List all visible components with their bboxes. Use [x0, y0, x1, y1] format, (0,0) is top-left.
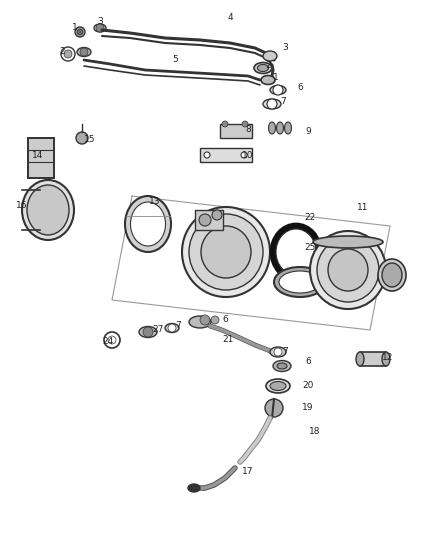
Text: 15: 15	[84, 135, 96, 144]
Circle shape	[200, 315, 210, 325]
Ellipse shape	[263, 99, 281, 109]
Circle shape	[204, 152, 210, 158]
Text: 9: 9	[305, 127, 311, 136]
Ellipse shape	[271, 224, 321, 280]
Text: 27: 27	[152, 326, 164, 335]
Text: 6: 6	[222, 316, 228, 325]
Circle shape	[212, 210, 222, 220]
Ellipse shape	[328, 249, 368, 291]
Ellipse shape	[279, 271, 321, 293]
Bar	[220, 124, 252, 138]
Circle shape	[211, 316, 219, 324]
Ellipse shape	[77, 47, 91, 56]
Text: 25: 25	[304, 244, 316, 253]
Ellipse shape	[310, 231, 386, 309]
Text: 18: 18	[309, 427, 321, 437]
Text: 22: 22	[304, 214, 316, 222]
Ellipse shape	[270, 85, 286, 94]
Ellipse shape	[261, 76, 275, 85]
Ellipse shape	[188, 484, 200, 492]
Bar	[195, 210, 223, 230]
Ellipse shape	[356, 352, 364, 366]
Ellipse shape	[139, 327, 157, 337]
Ellipse shape	[131, 202, 166, 246]
Ellipse shape	[125, 196, 171, 252]
Text: 11: 11	[357, 204, 369, 213]
Text: 8: 8	[245, 125, 251, 134]
Ellipse shape	[313, 236, 383, 248]
Ellipse shape	[277, 363, 287, 369]
Text: 16: 16	[16, 200, 28, 209]
Ellipse shape	[258, 64, 268, 71]
Text: 12: 12	[382, 353, 394, 362]
Circle shape	[76, 132, 88, 144]
Ellipse shape	[22, 180, 74, 240]
Circle shape	[80, 48, 88, 56]
Text: 24: 24	[102, 337, 113, 346]
Ellipse shape	[254, 62, 272, 74]
Ellipse shape	[268, 122, 276, 134]
Ellipse shape	[276, 229, 316, 275]
Ellipse shape	[273, 360, 291, 372]
Text: 21: 21	[223, 335, 234, 344]
Circle shape	[242, 121, 248, 127]
Ellipse shape	[317, 238, 379, 302]
Text: 3: 3	[97, 18, 103, 27]
Text: 7: 7	[282, 348, 288, 357]
Ellipse shape	[201, 226, 251, 278]
Ellipse shape	[189, 316, 211, 328]
Text: 4: 4	[227, 13, 233, 22]
Bar	[360, 352, 386, 366]
Ellipse shape	[274, 267, 326, 297]
Ellipse shape	[266, 379, 290, 393]
Text: 6: 6	[305, 358, 311, 367]
Circle shape	[267, 99, 277, 109]
Text: 1: 1	[72, 23, 78, 33]
Text: 7: 7	[175, 320, 181, 329]
Circle shape	[64, 50, 72, 58]
Circle shape	[143, 327, 153, 337]
Circle shape	[222, 121, 228, 127]
Text: 5: 5	[172, 55, 178, 64]
Circle shape	[241, 152, 247, 158]
Text: 6: 6	[297, 84, 303, 93]
Ellipse shape	[263, 51, 277, 61]
Circle shape	[199, 214, 211, 226]
Ellipse shape	[378, 259, 406, 291]
Bar	[28, 138, 54, 178]
Ellipse shape	[285, 122, 292, 134]
Text: 13: 13	[149, 198, 161, 206]
Text: 19: 19	[302, 403, 314, 413]
Circle shape	[273, 85, 283, 95]
Ellipse shape	[165, 324, 179, 333]
Circle shape	[75, 27, 85, 37]
Text: 14: 14	[32, 150, 44, 159]
Ellipse shape	[276, 122, 283, 134]
Circle shape	[265, 399, 283, 417]
Text: 7: 7	[280, 98, 286, 107]
Text: 17: 17	[242, 467, 254, 477]
Circle shape	[77, 29, 83, 35]
Ellipse shape	[382, 263, 402, 287]
Text: 1: 1	[273, 74, 279, 83]
Circle shape	[168, 324, 176, 332]
Ellipse shape	[94, 24, 106, 32]
Ellipse shape	[270, 347, 286, 357]
Text: 20: 20	[302, 382, 314, 391]
Bar	[28, 138, 54, 178]
Ellipse shape	[382, 352, 390, 366]
Ellipse shape	[189, 214, 263, 290]
Text: 2: 2	[265, 61, 271, 70]
Ellipse shape	[182, 207, 270, 297]
Circle shape	[274, 348, 282, 356]
Ellipse shape	[270, 382, 286, 391]
Bar	[200, 148, 252, 162]
Circle shape	[108, 336, 116, 344]
Text: 3: 3	[282, 44, 288, 52]
Circle shape	[96, 24, 104, 32]
Ellipse shape	[27, 185, 69, 235]
Text: 10: 10	[242, 150, 254, 159]
Text: 2: 2	[59, 47, 65, 56]
